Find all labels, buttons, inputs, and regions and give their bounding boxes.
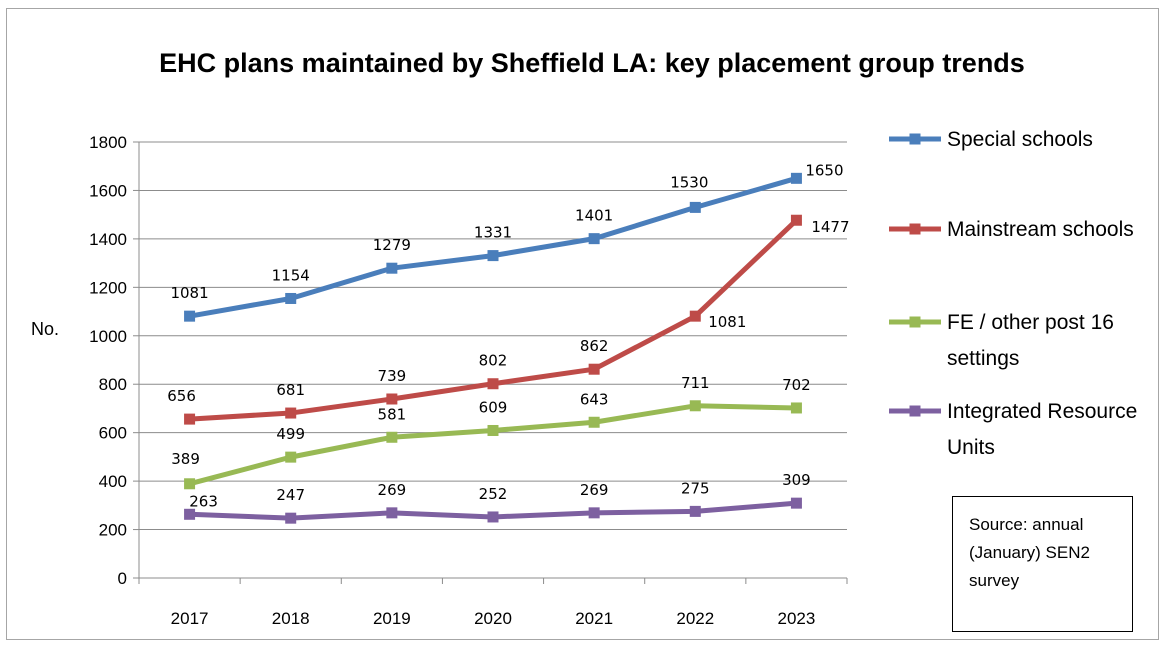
series-lines — [184, 172, 802, 524]
data-label: 1650 — [805, 161, 843, 179]
y-tick-label: 1800 — [89, 133, 127, 152]
data-point — [487, 378, 499, 390]
source-note-line: Source: annual — [969, 515, 1084, 534]
data-label: 275 — [681, 479, 710, 497]
data-point — [487, 424, 499, 436]
data-point — [285, 512, 297, 524]
legend-marker — [909, 316, 921, 328]
legend-entry-label: Integrated Resource — [947, 400, 1137, 423]
source-note-line: survey — [969, 571, 1020, 590]
data-label: 739 — [378, 367, 407, 385]
data-point — [790, 214, 802, 226]
data-label: 269 — [580, 481, 609, 499]
data-label: 656 — [167, 387, 196, 405]
x-tick-label: 2020 — [474, 609, 512, 628]
data-point — [386, 393, 398, 405]
data-label: 389 — [171, 450, 200, 468]
legend-entry-label: Mainstream schools — [947, 218, 1134, 241]
data-label: 681 — [276, 381, 305, 399]
legend: Special schools Mainstream schools FE / ot… — [889, 128, 1137, 459]
data-point — [487, 250, 499, 262]
y-tick-label: 1200 — [89, 278, 127, 297]
data-point — [487, 511, 499, 523]
legend-marker — [909, 223, 921, 235]
data-point — [184, 478, 196, 490]
data-point — [790, 497, 802, 509]
data-point — [588, 363, 600, 375]
y-tick-label: 1400 — [89, 230, 127, 249]
axes: 0 200 400 600 800 1000 1200 1400 1600 1800 2017 201… — [89, 133, 848, 628]
x-tick-label: 2021 — [575, 609, 613, 628]
data-label: 1081 — [170, 284, 208, 302]
data-label: 269 — [378, 481, 407, 499]
data-point — [285, 407, 297, 419]
y-axis-label: No. — [31, 319, 59, 339]
data-label: 1081 — [708, 313, 746, 331]
data-point — [588, 507, 600, 519]
data-point — [790, 172, 802, 184]
data-point — [689, 310, 701, 322]
data-point — [588, 233, 600, 245]
source-note-line: (January) SEN2 — [969, 543, 1090, 562]
chart-title: EHC plans maintained by Sheffield LA: ke… — [159, 48, 1025, 78]
legend-marker — [909, 133, 921, 145]
y-tick-label: 200 — [99, 521, 127, 540]
data-label: 499 — [276, 425, 305, 443]
data-label: 309 — [782, 471, 811, 489]
data-label: 252 — [479, 485, 508, 503]
x-tick-label: 2019 — [373, 609, 411, 628]
data-point — [588, 416, 600, 428]
data-point — [285, 292, 297, 304]
data-label: 581 — [378, 405, 407, 423]
y-tick-label: 800 — [99, 375, 127, 394]
legend-entry-label: Special schools — [947, 128, 1093, 151]
data-label: 1279 — [373, 236, 411, 254]
legend-entry-label: FE / other post 16 — [947, 311, 1114, 334]
x-tick-label: 2018 — [272, 609, 310, 628]
data-label: 702 — [782, 376, 811, 394]
data-point — [689, 505, 701, 517]
data-label: 1401 — [575, 207, 613, 225]
data-label: 263 — [189, 492, 218, 510]
data-label: 862 — [580, 337, 609, 355]
data-point — [689, 400, 701, 412]
data-label: 247 — [276, 486, 305, 504]
legend-entry-label: Units — [947, 436, 995, 459]
data-point — [386, 262, 398, 274]
y-tick-label: 0 — [118, 569, 127, 588]
data-point — [184, 310, 196, 322]
series-line — [189, 175, 798, 319]
y-tick-label: 400 — [99, 472, 127, 491]
data-label: 643 — [580, 390, 609, 408]
series-line — [188, 403, 797, 487]
data-point — [386, 431, 398, 443]
data-point — [285, 451, 297, 463]
data-point — [184, 508, 196, 520]
data-label: 1530 — [670, 173, 708, 191]
data-label: 802 — [479, 352, 508, 370]
y-tick-label: 1000 — [89, 327, 127, 346]
source-note: Source: annual (January) SEN2 survey — [952, 496, 1133, 632]
data-label: 1331 — [474, 224, 512, 242]
data-point — [386, 507, 398, 519]
data-label: 1477 — [811, 218, 849, 236]
data-point — [689, 201, 701, 213]
x-tick-label: 2023 — [778, 609, 816, 628]
x-tick-label: 2017 — [171, 609, 209, 628]
data-label: 711 — [681, 374, 710, 392]
data-point — [790, 402, 802, 414]
y-tick-label: 600 — [99, 424, 127, 443]
data-labels: 1081 1154 1279 1331 1401 1530 1650 656 681 739 802… — [167, 161, 849, 510]
legend-marker — [909, 405, 921, 417]
data-label: 1154 — [272, 266, 310, 284]
x-tick-label: 2022 — [676, 609, 714, 628]
data-label: 609 — [479, 398, 508, 416]
data-point — [184, 413, 196, 425]
y-tick-label: 1600 — [89, 181, 127, 200]
legend-entry-label: settings — [947, 347, 1019, 370]
